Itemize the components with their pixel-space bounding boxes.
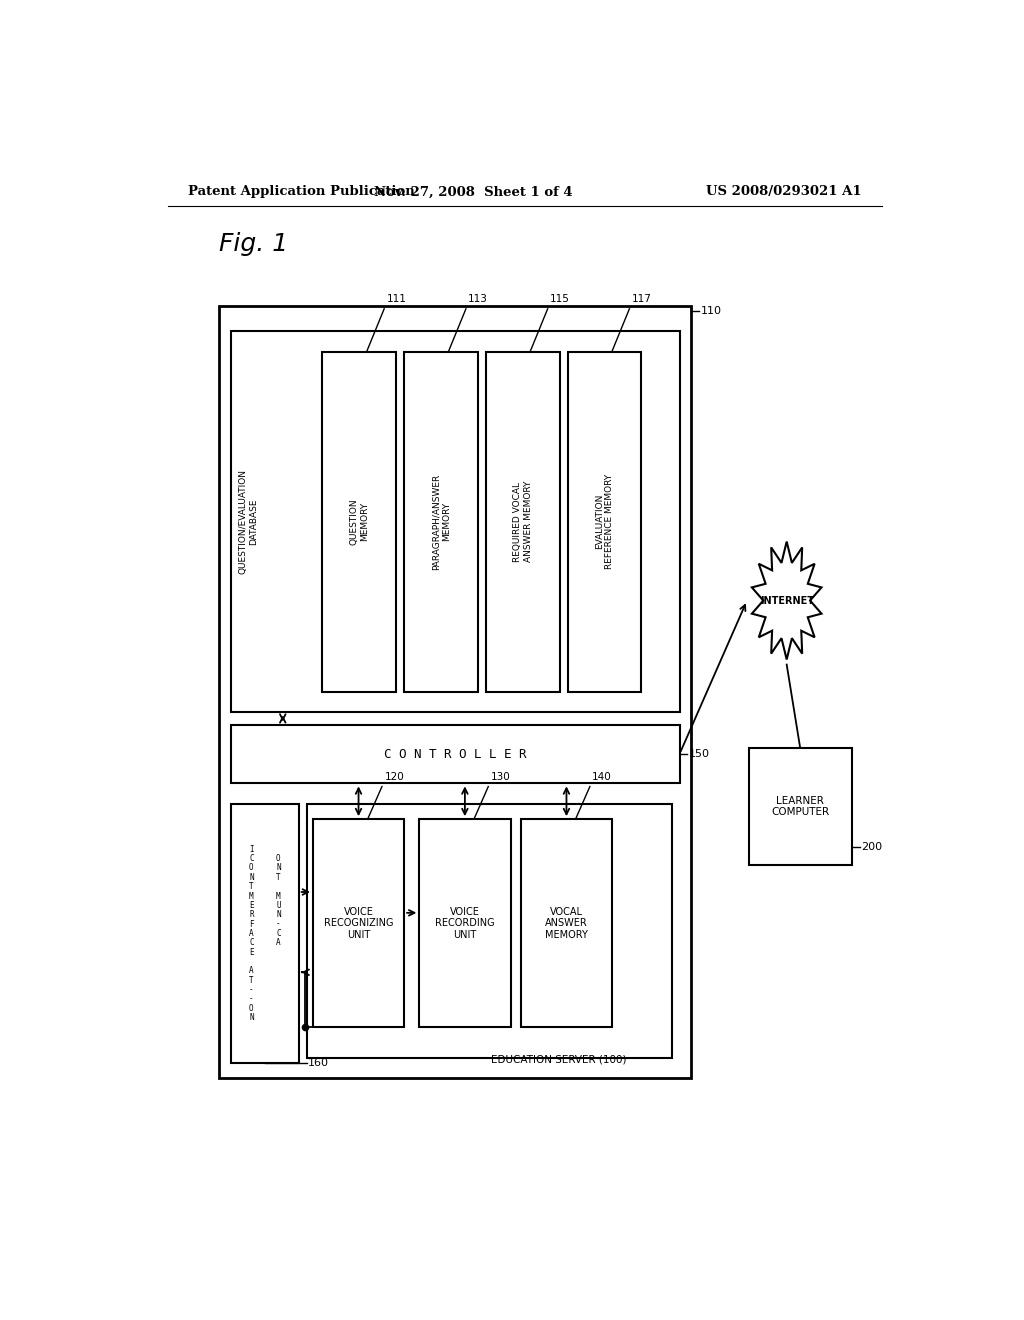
Bar — [219, 306, 691, 1078]
Text: LEARNER
COMPUTER: LEARNER COMPUTER — [771, 796, 829, 817]
Polygon shape — [752, 541, 821, 660]
Text: Nov. 27, 2008  Sheet 1 of 4: Nov. 27, 2008 Sheet 1 of 4 — [374, 185, 572, 198]
Text: EDUCATION SERVER (100): EDUCATION SERVER (100) — [492, 1055, 627, 1065]
Bar — [306, 804, 672, 1057]
Text: PARAGRAPH/ANSWER
MEMORY: PARAGRAPH/ANSWER MEMORY — [431, 474, 451, 570]
Bar — [567, 351, 641, 692]
Text: Fig. 1: Fig. 1 — [219, 232, 289, 256]
Bar — [231, 331, 680, 713]
Text: I
C
O
N
T
M
E
R
F
A
C
E
 
A
T
-
-
O
N: I C O N T M E R F A C E A T - - O N — [249, 845, 254, 1022]
Text: 117: 117 — [632, 294, 651, 304]
Text: Patent Application Publication: Patent Application Publication — [187, 185, 415, 198]
Text: QUESTION
MEMORY: QUESTION MEMORY — [349, 499, 369, 545]
Text: VOICE
RECORDING
UNIT: VOICE RECORDING UNIT — [435, 907, 495, 940]
Text: 115: 115 — [550, 294, 570, 304]
Text: 111: 111 — [386, 294, 407, 304]
Bar — [231, 725, 680, 784]
Text: VOCAL
ANSWER
MEMORY: VOCAL ANSWER MEMORY — [545, 907, 588, 940]
Bar — [419, 818, 511, 1027]
Bar — [404, 351, 478, 692]
Text: O
N
T
 
M
U
N
-
C
A: O N T M U N - C A — [276, 845, 281, 1022]
Text: REQUIRED VOCAL
ANSWER MEMORY: REQUIRED VOCAL ANSWER MEMORY — [513, 480, 532, 562]
Bar — [521, 818, 612, 1027]
Text: 140: 140 — [592, 772, 612, 783]
Text: 150: 150 — [689, 748, 710, 759]
Text: 200: 200 — [861, 842, 883, 853]
Text: 130: 130 — [490, 772, 510, 783]
Bar — [323, 351, 396, 692]
Text: VOICE
RECOGNIZING
UNIT: VOICE RECOGNIZING UNIT — [324, 907, 393, 940]
Text: EVALUATION
REFERENCE MEMORY: EVALUATION REFERENCE MEMORY — [595, 474, 614, 569]
Text: INTERNET: INTERNET — [760, 595, 814, 606]
Text: QUESTION/EVALUATION
DATABASE: QUESTION/EVALUATION DATABASE — [239, 470, 258, 574]
Bar — [749, 748, 852, 865]
Text: 160: 160 — [308, 1059, 329, 1068]
Text: 120: 120 — [384, 772, 404, 783]
Bar — [486, 351, 560, 692]
Text: 113: 113 — [468, 294, 488, 304]
Bar — [313, 818, 404, 1027]
Text: US 2008/0293021 A1: US 2008/0293021 A1 — [707, 185, 862, 198]
Text: C O N T R O L L E R: C O N T R O L L E R — [384, 747, 526, 760]
Text: 110: 110 — [701, 306, 722, 315]
Bar — [231, 804, 299, 1063]
